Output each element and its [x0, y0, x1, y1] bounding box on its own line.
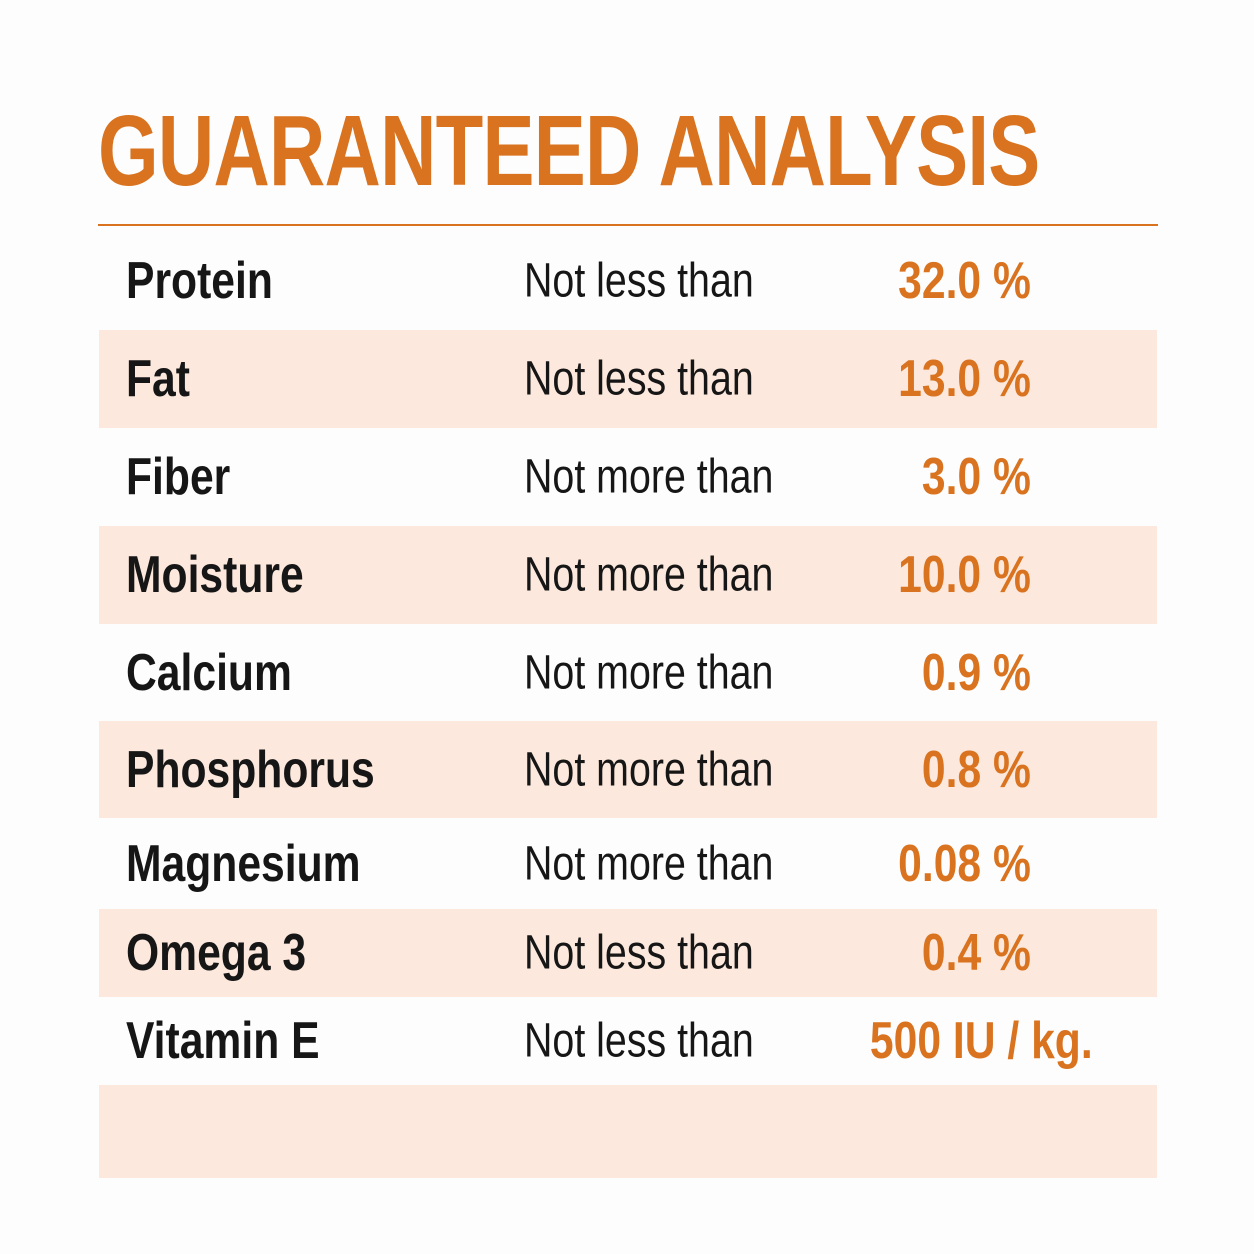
table-row-phosphorus: Phosphorus Not more than 0.8 %	[99, 721, 1157, 818]
table-row-moisture: Moisture Not more than 10.0 %	[99, 526, 1157, 624]
nutrient-qualifier: Not more than	[524, 646, 774, 699]
nutrient-name: Magnesium	[126, 834, 361, 893]
nutrient-name: Omega 3	[126, 924, 307, 982]
nutrient-name: Fat	[126, 350, 190, 408]
page-title: GUARANTEED ANALYSIS	[98, 95, 1040, 207]
nutrient-name: Moisture	[126, 546, 304, 604]
table-row-calcium: Calcium Not more than 0.9 %	[99, 624, 1157, 721]
nutrient-value: 32.0 %	[898, 252, 1031, 310]
nutrient-value: 0.08 %	[898, 834, 1031, 893]
title-divider	[98, 224, 1158, 226]
nutrient-name: Phosphorus	[126, 740, 375, 799]
table-row-fiber: Fiber Not more than 3.0 %	[99, 428, 1157, 526]
nutrient-name: Vitamin E	[126, 1012, 320, 1070]
nutrient-qualifier: Not less than	[524, 926, 754, 980]
nutrient-qualifier: Not more than	[524, 548, 774, 602]
nutrient-name: Fiber	[126, 448, 231, 506]
nutrient-qualifier: Not less than	[524, 254, 754, 308]
nutrient-value: 0.4 %	[921, 924, 1031, 982]
nutrient-value: 10.0 %	[898, 546, 1031, 604]
table-row-fat: Fat Not less than 13.0 %	[99, 330, 1157, 428]
nutrient-qualifier: Not more than	[524, 837, 774, 890]
nutrient-name: Calcium	[126, 643, 292, 702]
nutrient-qualifier: Not less than	[524, 352, 754, 406]
table-row-omega-3: Omega 3 Not less than 0.4 %	[99, 909, 1157, 997]
table-row-magnesium: Magnesium Not more than 0.08 %	[99, 818, 1157, 909]
table-row-vitamin-e: Vitamin E Not less than 500 IU / kg.	[99, 997, 1157, 1085]
table-row-protein: Protein Not less than 32.0 %	[99, 232, 1157, 330]
nutrient-value: 13.0 %	[898, 350, 1031, 408]
nutrient-qualifier: Not more than	[524, 450, 774, 504]
nutrient-value: 500 IU / kg.	[870, 1012, 1093, 1070]
nutrient-value: 0.8 %	[921, 740, 1031, 799]
nutrient-qualifier: Not more than	[524, 743, 774, 796]
empty-table-row	[99, 1085, 1157, 1178]
nutrient-name: Protein	[126, 252, 273, 310]
nutrient-value: 0.9 %	[921, 643, 1031, 702]
analysis-table: Protein Not less than 32.0 % Fat Not les…	[99, 232, 1157, 1178]
nutrient-value: 3.0 %	[921, 448, 1031, 506]
nutrient-qualifier: Not less than	[524, 1014, 754, 1068]
